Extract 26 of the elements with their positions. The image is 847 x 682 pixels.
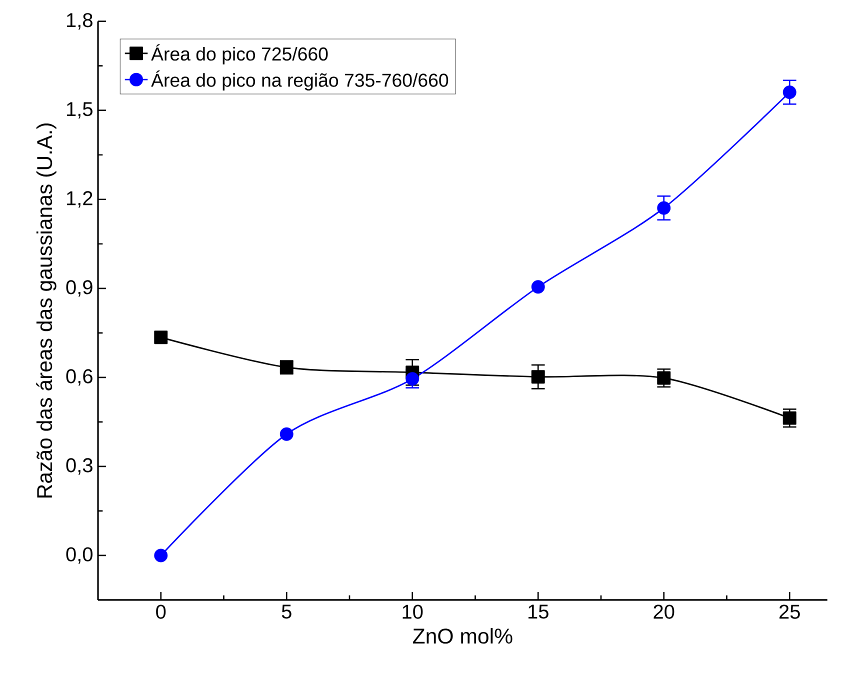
y-tick-label: 1,8	[67, 13, 92, 30]
legend-label: Área do pico 725/660	[151, 44, 328, 64]
legend-label: Área do pico na região 735-760/660	[151, 70, 448, 91]
point	[280, 427, 294, 441]
y-tick-label: 1,5	[67, 102, 92, 119]
point	[406, 372, 420, 386]
x-tick-label: 20	[654, 604, 674, 619]
point	[657, 201, 671, 215]
point	[782, 86, 796, 99]
point	[531, 370, 545, 384]
point	[657, 371, 671, 385]
y-axis-title: Razão das áreas das gaussianas (U.A.)	[36, 124, 56, 498]
y-tick-label: 0,9	[66, 280, 92, 297]
y-tick-label: 1,2	[67, 191, 92, 208]
y-tick-label: 0,6	[66, 369, 92, 386]
x-tick-label: 15	[528, 604, 548, 619]
x-axis-title: ZnO mol%	[412, 628, 512, 644]
x-tick-label: 0	[156, 604, 166, 619]
y-tick-label: 0,0	[66, 547, 93, 564]
y-tick-label: 0,3	[66, 458, 92, 475]
x-tick-label: 5	[282, 604, 292, 619]
x-tick-label: 25	[779, 604, 800, 619]
point	[531, 280, 545, 294]
point	[154, 330, 168, 344]
point	[154, 548, 168, 562]
x-tick-label: 10	[402, 604, 423, 619]
